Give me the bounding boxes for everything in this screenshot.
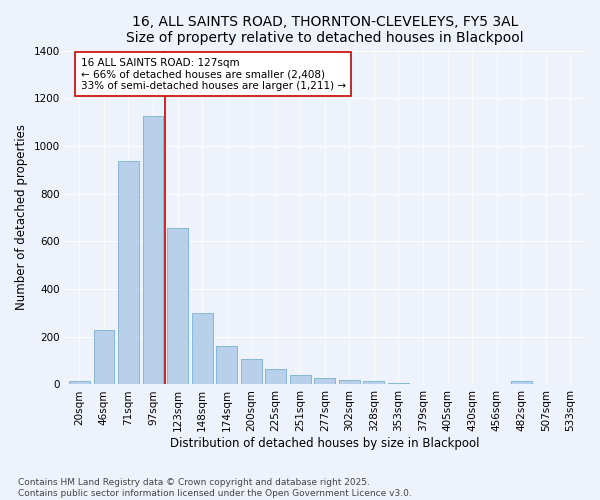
Bar bbox=[94, 330, 115, 384]
Text: Contains HM Land Registry data © Crown copyright and database right 2025.
Contai: Contains HM Land Registry data © Crown c… bbox=[18, 478, 412, 498]
Bar bbox=[216, 346, 237, 385]
Text: 16 ALL SAINTS ROAD: 127sqm
← 66% of detached houses are smaller (2,408)
33% of s: 16 ALL SAINTS ROAD: 127sqm ← 66% of deta… bbox=[80, 58, 346, 91]
Title: 16, ALL SAINTS ROAD, THORNTON-CLEVELEYS, FY5 3AL
Size of property relative to de: 16, ALL SAINTS ROAD, THORNTON-CLEVELEYS,… bbox=[126, 15, 524, 45]
Bar bbox=[143, 116, 163, 384]
Bar bbox=[69, 381, 90, 384]
Bar bbox=[364, 381, 385, 384]
Bar bbox=[191, 313, 212, 384]
Bar bbox=[339, 380, 360, 384]
Y-axis label: Number of detached properties: Number of detached properties bbox=[15, 124, 28, 310]
Bar bbox=[290, 375, 311, 384]
Bar bbox=[118, 162, 139, 384]
Bar bbox=[511, 381, 532, 384]
Bar bbox=[241, 359, 262, 384]
Bar bbox=[265, 369, 286, 384]
Bar bbox=[314, 378, 335, 384]
Bar bbox=[167, 228, 188, 384]
X-axis label: Distribution of detached houses by size in Blackpool: Distribution of detached houses by size … bbox=[170, 437, 479, 450]
